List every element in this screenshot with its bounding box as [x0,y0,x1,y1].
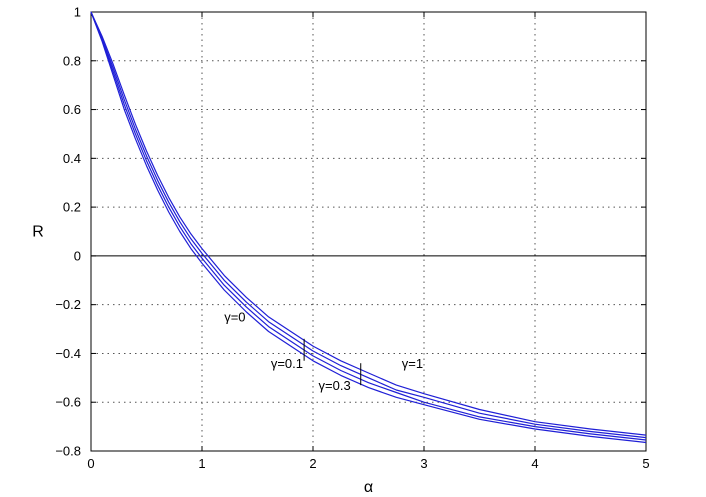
y-tick-label: −0.4 [55,346,81,361]
x-tick-label: 1 [198,456,205,471]
annotation-label: γ=0.1 [271,356,303,371]
x-tick-label: 0 [87,456,94,471]
annotations: γ=0 γ=0.1 γ=0.3 γ=1 [224,310,423,393]
y-tick-label: −0.8 [55,444,81,459]
series-group [90,11,647,444]
grid-lines [91,12,646,451]
x-tick-label: 5 [642,456,649,471]
y-tick-label: 0.4 [63,151,81,166]
annotation-label: γ=0.3 [319,378,351,393]
y-tick-label: 0.6 [63,102,81,117]
y-tick-label: 0 [74,248,81,263]
y-tick-label: 0.2 [63,200,81,215]
x-tick-label: 3 [420,456,427,471]
series-line-0 [90,11,647,444]
y-tick-label: −0.2 [55,297,81,312]
x-tick-label: 2 [309,456,316,471]
annotation-label: γ=0 [224,310,245,325]
y-tick-label: −0.6 [55,395,81,410]
axes [90,11,647,452]
series-line-3 [90,11,647,436]
y-axis-label: R [32,224,44,241]
plot-frame [90,11,647,452]
y-tick-label: 1 [74,5,81,20]
y-tick-label: 0.8 [63,53,81,68]
series-line-1 [90,11,647,441]
x-tick-label: 4 [531,456,538,471]
annotation-label: γ=1 [402,356,423,371]
tick-labels: 0 1 2 3 4 5 −0.8 −0.6 −0.4 −0.2 0 0.2 0.4 0.6 0.8 1 [55,5,649,472]
x-axis-label: α [364,479,373,496]
series-line-2 [90,11,647,439]
